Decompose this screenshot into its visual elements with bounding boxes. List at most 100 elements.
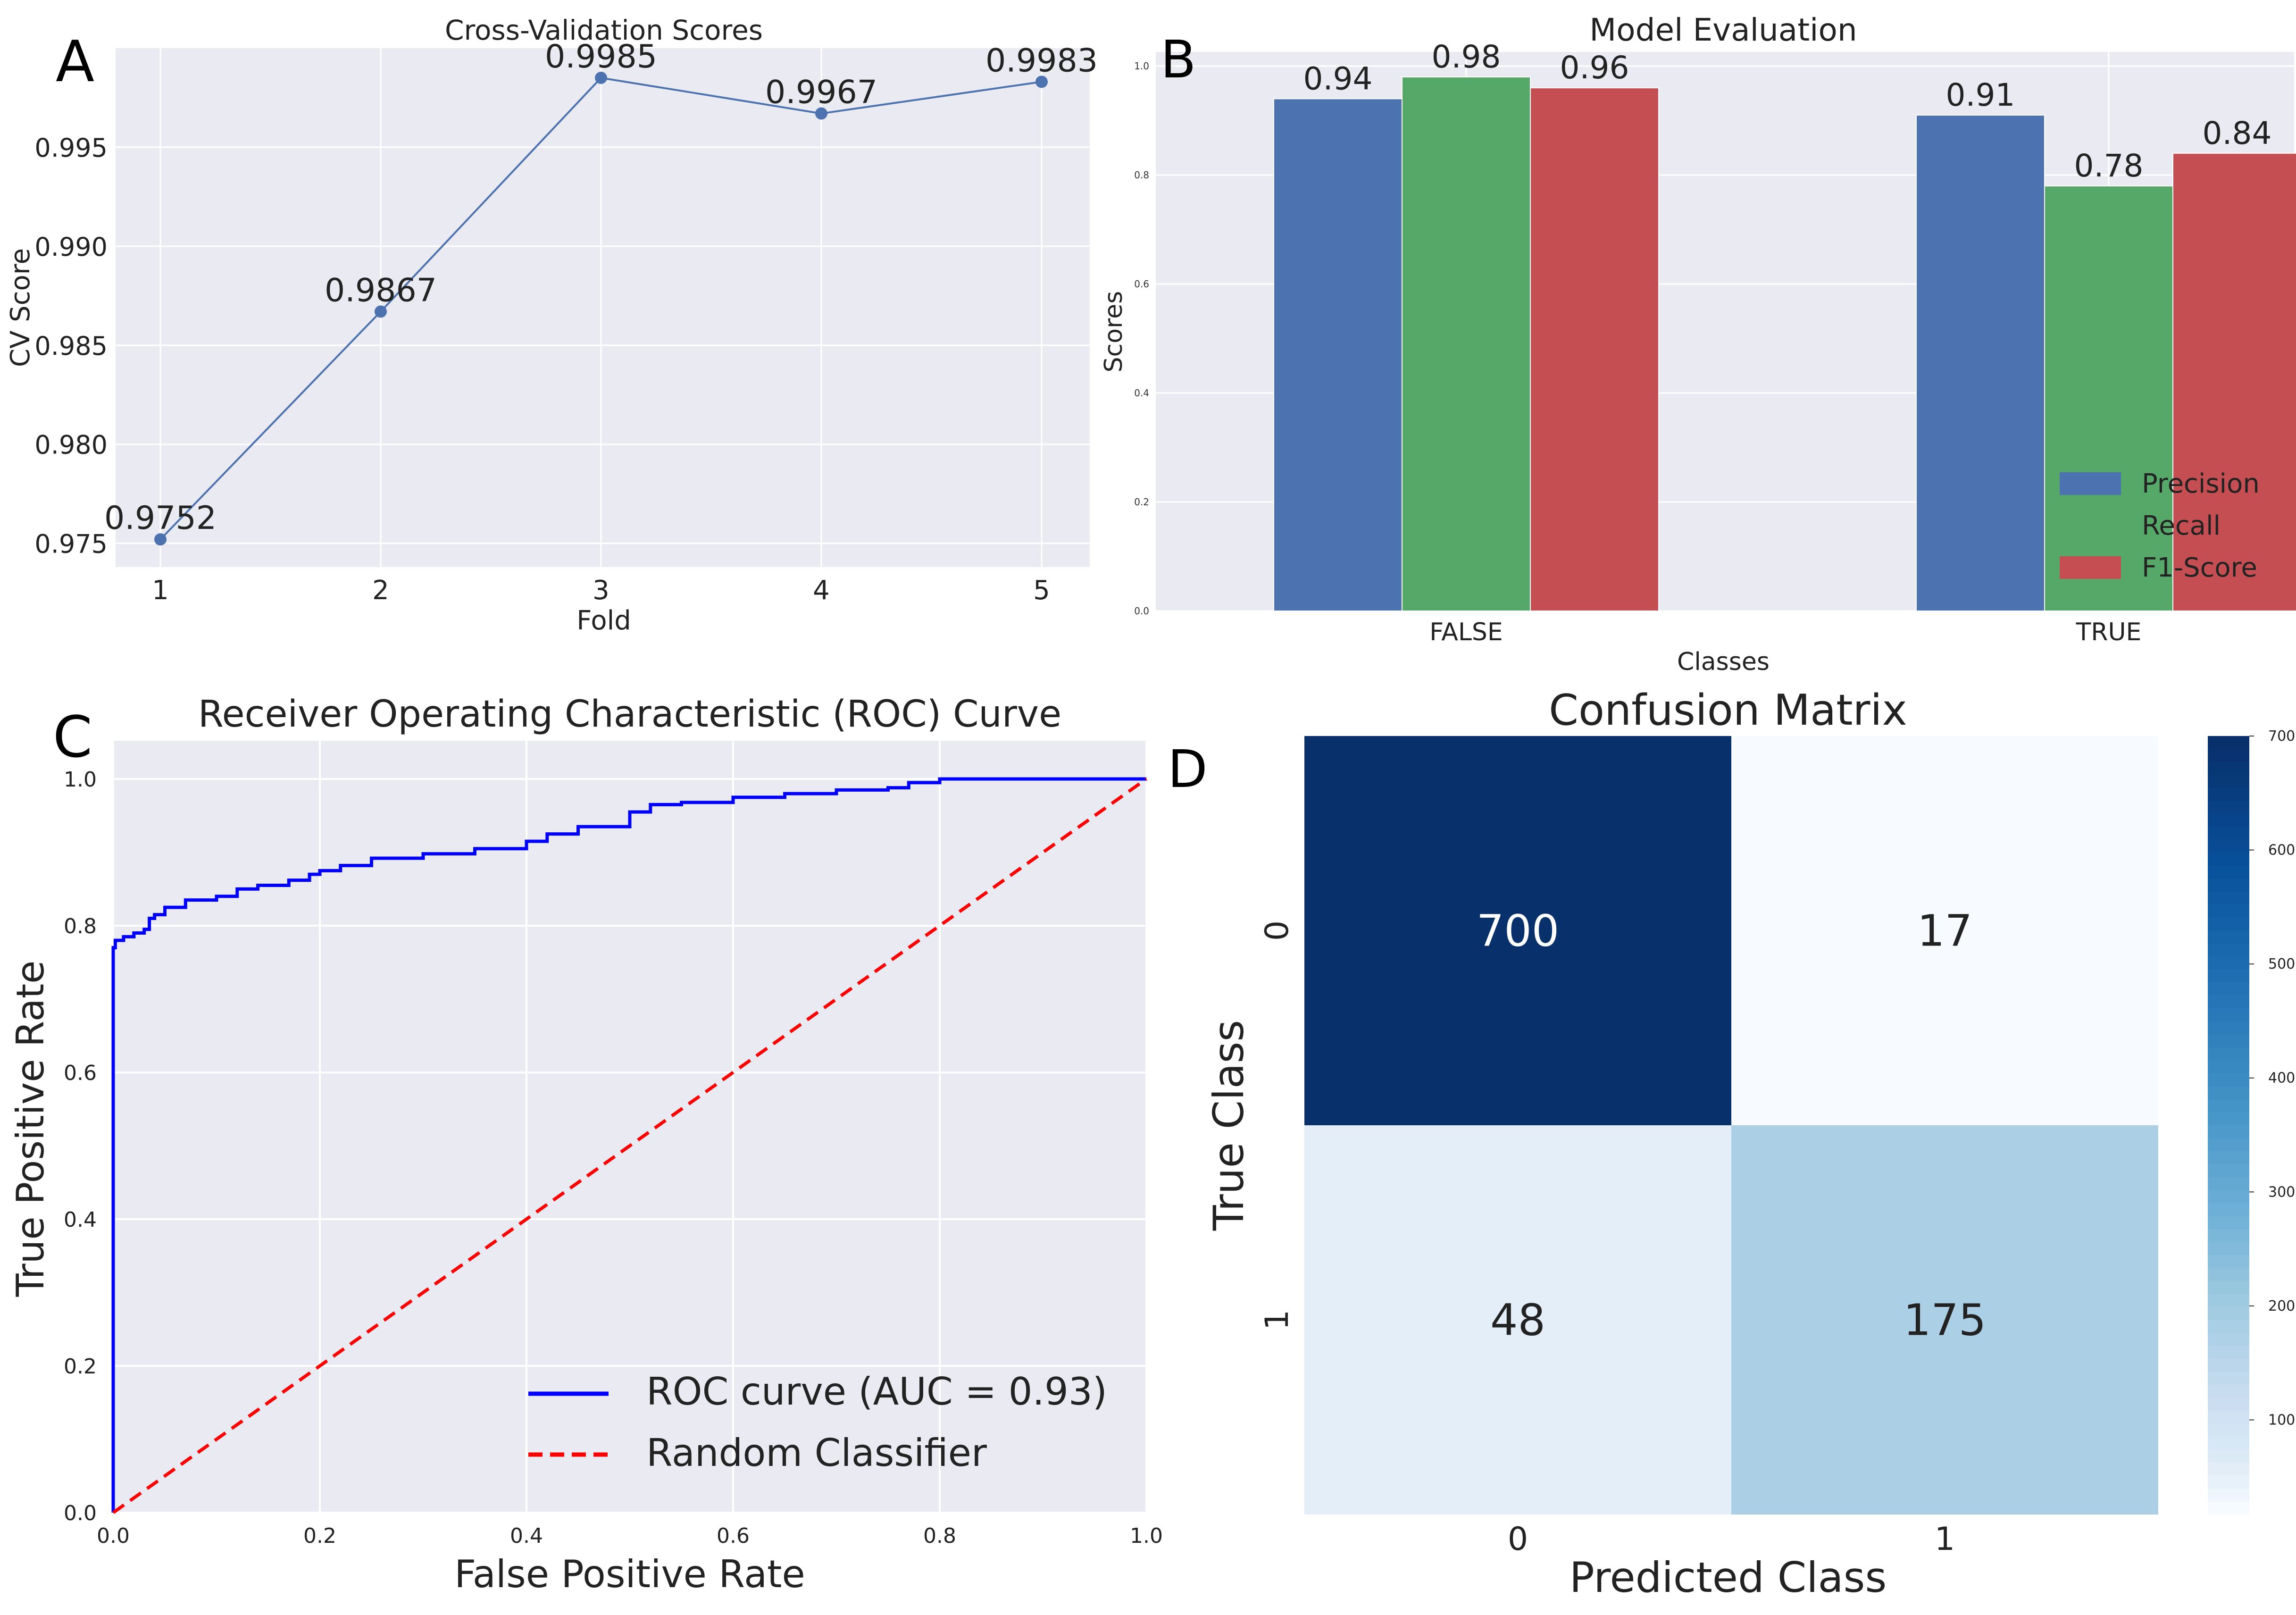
colorbar-segment bbox=[2208, 904, 2249, 918]
heatmap-cell-label: 175 bbox=[1904, 1295, 1987, 1346]
panel-a-letter: A bbox=[56, 29, 94, 95]
cv-point bbox=[595, 71, 607, 84]
colorbar-segment bbox=[2208, 996, 2249, 1009]
colorbar-tick-label: 400 bbox=[2268, 1070, 2295, 1087]
colorbar-segment bbox=[2208, 1294, 2249, 1307]
panel-d-title: Confusion Matrix bbox=[1549, 686, 1907, 735]
colorbar-segment bbox=[2208, 1346, 2249, 1359]
colorbar-segment bbox=[2208, 736, 2249, 750]
cv-point bbox=[154, 533, 167, 546]
panel-a-plot-area bbox=[116, 48, 1090, 567]
colorbar-segment bbox=[2208, 1021, 2249, 1035]
colorbar-segment bbox=[2208, 956, 2249, 970]
b-ytick: 0.2 bbox=[1134, 496, 1149, 508]
legend-swatch-recall bbox=[2060, 514, 2121, 537]
panel-b-marks: 0.0 0.2 0.4 0.6 0.8 1.0 0.94 0.98 0.96 FALSE 0.91 0… bbox=[1134, 39, 2296, 646]
colorbar-segment bbox=[2208, 801, 2249, 814]
roc-curve bbox=[111, 777, 1146, 1513]
bar-recall bbox=[1402, 76, 1531, 612]
colorbar-segment bbox=[2208, 853, 2249, 866]
heatmap-cell bbox=[1304, 736, 1731, 1125]
c-xtick: 1.0 bbox=[1130, 1524, 1163, 1548]
d-ytick: 0 bbox=[1259, 920, 1296, 941]
heatmap-cell bbox=[1304, 1125, 1731, 1515]
colorbar-tick-label: 700 bbox=[2268, 728, 2295, 745]
a-ytick: 0.980 bbox=[34, 430, 108, 460]
c-ytick: 0.6 bbox=[64, 1061, 97, 1085]
c-xtick: 0.8 bbox=[923, 1524, 956, 1548]
colorbar-tick-label: 100 bbox=[2268, 1412, 2295, 1428]
panel-a-title: Cross-Validation Scores bbox=[445, 14, 763, 46]
a-ytick: 0.985 bbox=[34, 331, 108, 361]
colorbar-segment bbox=[2208, 1463, 2249, 1476]
b-xtick: TRUE bbox=[2076, 618, 2142, 646]
colorbar-segment bbox=[2208, 1372, 2249, 1385]
bar-value-label: 0.78 bbox=[2074, 148, 2144, 184]
panel-a-grid bbox=[116, 48, 1090, 567]
panel-d-ylabel: True Class bbox=[1204, 1020, 1253, 1231]
colorbar-segment bbox=[2208, 1489, 2249, 1502]
cv-point bbox=[815, 107, 827, 120]
legend-label-f1: F1-Score bbox=[2142, 552, 2257, 583]
bar-precision bbox=[1916, 114, 2045, 612]
heatmap-cell-label: 17 bbox=[1917, 906, 1972, 956]
cv-point-label: 0.9983 bbox=[985, 42, 1098, 79]
panel-b-ylabel: Scores bbox=[1100, 291, 1128, 373]
a-xtick: 2 bbox=[372, 575, 389, 606]
colorbar-segment bbox=[2208, 1086, 2249, 1100]
legend-swatch-f1 bbox=[2060, 556, 2121, 579]
cv-point bbox=[1035, 75, 1048, 88]
c-ytick: 0.2 bbox=[64, 1355, 97, 1379]
colorbar-segment bbox=[2208, 1268, 2249, 1281]
panel-a-marks: 1 2 3 4 5 0.975 0.980 0.985 0.990 0.995 0.9752 0.98… bbox=[34, 38, 1098, 606]
colorbar-segment bbox=[2208, 814, 2249, 828]
panel-c-letter: C bbox=[53, 705, 92, 770]
bar-f1-score bbox=[2172, 152, 2296, 611]
colorbar-segment bbox=[2208, 1242, 2249, 1255]
panel-c-marks: 0.0 0.2 0.4 0.6 0.8 1.0 0.0 0.2 0.4 0.6 0.8 1.0 bbox=[64, 768, 1163, 1548]
panel-a-xlabel: Fold bbox=[576, 605, 631, 636]
colorbar-segment bbox=[2208, 840, 2249, 854]
colorbar-segment bbox=[2208, 1475, 2249, 1489]
cv-point-label: 0.9985 bbox=[545, 38, 657, 75]
colorbar-segment bbox=[2208, 1229, 2249, 1243]
colorbar-tick-label: 200 bbox=[2268, 1298, 2295, 1314]
colorbar-segment bbox=[2208, 1112, 2249, 1126]
colorbar-segment bbox=[2208, 1099, 2249, 1113]
panel-c: 0.0 0.2 0.4 0.6 0.8 1.0 0.0 0.2 0.4 0.6 0.8 1.0 Rec… bbox=[8, 693, 1163, 1596]
c-ytick: 0.8 bbox=[64, 914, 97, 938]
colorbar-segment bbox=[2208, 1125, 2249, 1139]
colorbar-segment bbox=[2208, 1008, 2249, 1022]
colorbar-segment bbox=[2208, 788, 2249, 802]
colorbar-segment bbox=[2208, 892, 2249, 905]
d-xtick: 1 bbox=[1935, 1521, 1955, 1558]
panel-d-letter: D bbox=[1168, 739, 1208, 799]
panel-b-letter: B bbox=[1161, 29, 1196, 90]
colorbar-segment bbox=[2208, 1073, 2249, 1087]
cv-point-label: 0.9867 bbox=[325, 272, 437, 309]
colorbar-segment bbox=[2208, 1164, 2249, 1178]
colorbar-segment bbox=[2208, 1437, 2249, 1450]
panel-d-colorbar: 100 200 300 400 500 600 700 bbox=[2208, 728, 2295, 1515]
panel-b-title: Model Evaluation bbox=[1589, 12, 1857, 48]
bar-value-label: 0.91 bbox=[1946, 77, 2015, 113]
colorbar-segment bbox=[2208, 1151, 2249, 1165]
colorbar-segment bbox=[2208, 879, 2249, 892]
colorbar-tick-label: 500 bbox=[2268, 956, 2295, 972]
panel-c-xlabel: False Positive Rate bbox=[454, 1552, 805, 1596]
colorbar-segment bbox=[2208, 1423, 2249, 1437]
heatmap-cell bbox=[1731, 736, 2158, 1125]
c-ytick: 0.4 bbox=[64, 1208, 97, 1232]
cv-point bbox=[375, 305, 387, 318]
panel-b: 0.0 0.2 0.4 0.6 0.8 1.0 0.94 0.98 0.96 FALSE 0.91 0… bbox=[1100, 12, 2296, 676]
d-xtick: 0 bbox=[1508, 1521, 1528, 1558]
bar-f1-score bbox=[1530, 87, 1659, 612]
legend-label-roc: ROC curve (AUC = 0.93) bbox=[646, 1370, 1107, 1414]
bar-value-label: 0.96 bbox=[1560, 50, 1629, 86]
colorbar-segment bbox=[2208, 1281, 2249, 1295]
c-ytick: 1.0 bbox=[64, 768, 97, 792]
colorbar-segment bbox=[2208, 1333, 2249, 1347]
cv-point-label: 0.9967 bbox=[765, 74, 877, 111]
colorbar-segment bbox=[2208, 1449, 2249, 1463]
c-xtick: 0.0 bbox=[97, 1524, 130, 1548]
